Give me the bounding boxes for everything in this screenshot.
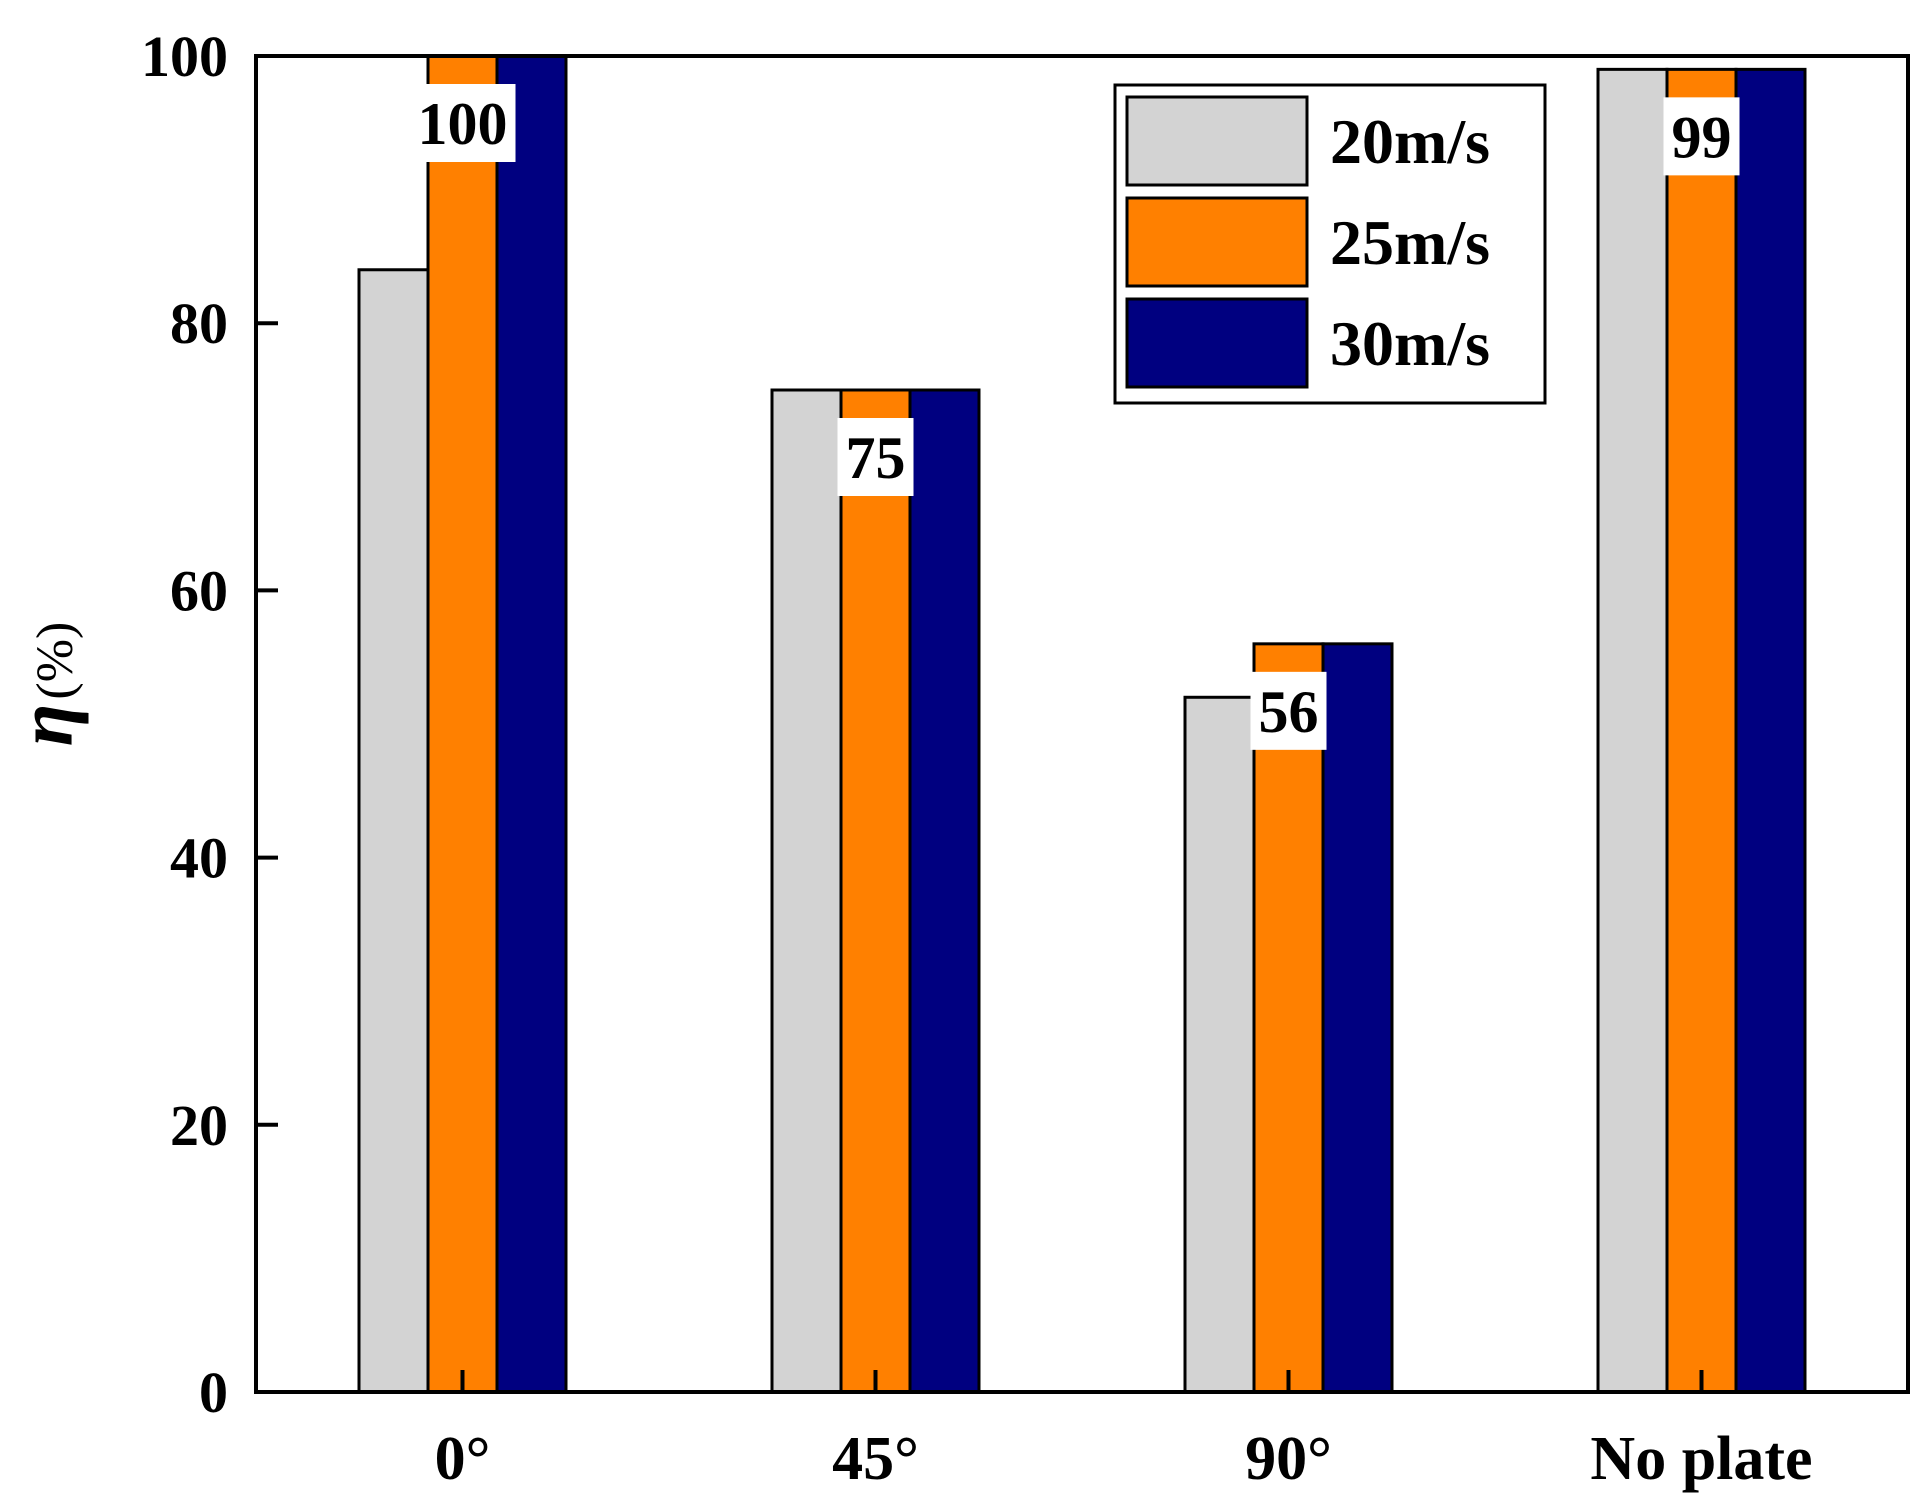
y-tick-label-2: 40	[170, 826, 228, 891]
y-tick-label-5: 100	[141, 24, 228, 89]
legend-label-0: 20m/s	[1330, 106, 1490, 177]
bar-25ms-0	[426, 54, 499, 1394]
bar-20ms-2	[1183, 695, 1256, 1394]
legend-label-1: 25m/s	[1330, 207, 1490, 278]
legend: 20m/s 25m/s 30m/s	[1113, 83, 1547, 405]
y-tick-label-0: 0	[199, 1360, 228, 1425]
data-label-bg-2	[1250, 671, 1327, 750]
legend-label-2: 30m/s	[1330, 308, 1490, 379]
x-tick-label-3: No plate	[1590, 1425, 1812, 1493]
bar-20ms-0	[357, 268, 430, 1394]
y-axis-label: η (%)	[2, 622, 89, 747]
bar-30ms-3	[1734, 67, 1807, 1394]
y-tick-label-1: 20	[170, 1093, 228, 1158]
bar-20ms-1	[770, 388, 843, 1394]
legend-swatch-1	[1125, 196, 1309, 288]
data-label-2: 56	[1259, 679, 1319, 745]
bar-25ms-1	[839, 388, 912, 1394]
x-tick-label-1: 45°	[832, 1425, 919, 1493]
data-label-0: 100	[418, 91, 508, 157]
data-label-bg-0	[409, 84, 516, 162]
y-axis-unit: (%)	[27, 622, 84, 700]
legend-swatch-0	[1125, 95, 1309, 187]
x-tick-label-2: 90°	[1245, 1425, 1332, 1493]
data-label-bg-1	[837, 418, 914, 496]
bar-30ms-2	[1321, 642, 1394, 1394]
y-axis-symbol: η	[2, 704, 89, 747]
axes-layer: 0 20 40 60 80 100 0° 45° 90° No plate	[141, 24, 1813, 1493]
legend-swatch-2	[1125, 297, 1309, 389]
bar-30ms-0	[495, 54, 568, 1394]
data-labels-layer: 100 75 56 99	[409, 84, 1740, 750]
bar-20ms-3	[1596, 67, 1669, 1394]
data-label-1: 75	[846, 425, 906, 491]
y-tick-label-4: 80	[170, 291, 228, 356]
bar-25ms-2	[1252, 642, 1325, 1394]
plot-frame	[254, 54, 1910, 1394]
data-label-3: 99	[1672, 104, 1732, 170]
x-tick-label-0: 0°	[435, 1425, 491, 1493]
bar-30ms-1	[908, 388, 981, 1394]
data-label-bg-3	[1663, 97, 1740, 176]
y-tick-label-3: 60	[170, 558, 228, 623]
bar-25ms-3	[1665, 67, 1738, 1394]
bars-layer	[357, 54, 1807, 1394]
